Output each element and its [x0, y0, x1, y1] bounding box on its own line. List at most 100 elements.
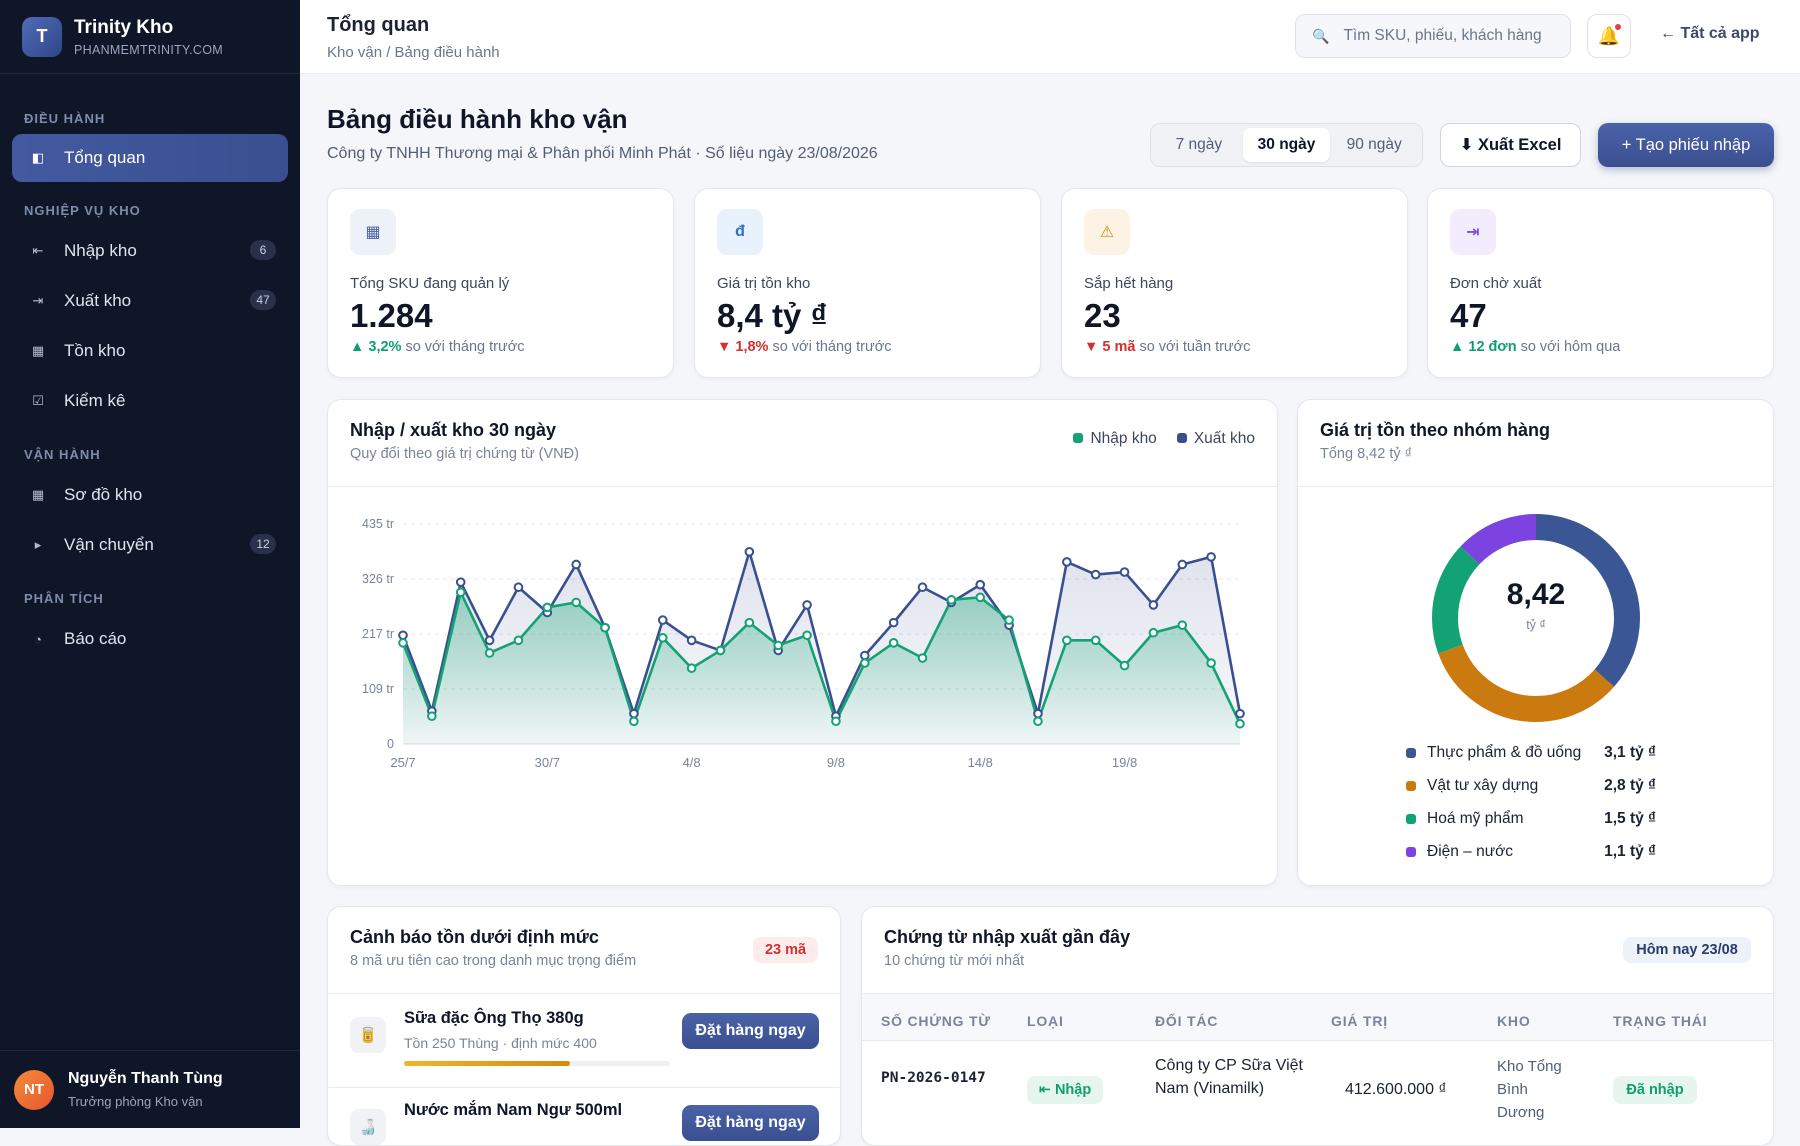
donut-legend-item[interactable]: Thực phẩm & đồ uống 3,1 tỷ ₫ [1406, 744, 1656, 762]
data-point-inbound [1033, 716, 1043, 727]
data-point-inbound [715, 645, 726, 656]
data-point-outbound [1033, 708, 1043, 719]
voucher-code[interactable]: PN-2026-0147 [881, 1070, 986, 1086]
card-divider [328, 486, 1277, 487]
grid-icon: ▦ [350, 209, 396, 255]
kpi-label: Giá trị tồn kho [717, 275, 811, 292]
brand[interactable]: T Trinity Kho PHANMEMTRINITY.COM [0, 0, 300, 74]
status-badge: Đã nhập [1613, 1076, 1697, 1104]
kpi-card-sku[interactable]: ▦ Tổng SKU đang quản lý 1.284 ▲ 3,2% so … [327, 188, 674, 378]
kpi-delta: ▲ 3,2% so với tháng trước [350, 339, 524, 355]
data-point-inbound [686, 663, 697, 673]
data-point-outbound [571, 559, 581, 570]
donut-slice[interactable] [1432, 514, 1640, 722]
donut-legend-item[interactable]: Hoá mỹ phẩm 1,5 tỷ ₫ [1406, 810, 1656, 828]
order-now-button[interactable]: Đặt hàng ngay [682, 1013, 819, 1049]
data-point-outbound [629, 708, 639, 719]
topbar: Tổng quan Kho vận / Bảng điều hành 🔍 Tìm… [300, 0, 1800, 74]
column-header[interactable]: LOẠI [1027, 1013, 1064, 1029]
brand-name: Trinity Kho [74, 16, 174, 38]
donut-legend-item[interactable]: Vật tư xây dựng 2,8 tỷ ₫ [1406, 777, 1656, 795]
row-divider [862, 1040, 1773, 1041]
legend-label: Nhập kho [1090, 430, 1157, 447]
legend-label: Thực phẩm & đồ uống [1427, 744, 1582, 761]
truck-icon: ▸ [34, 537, 42, 552]
legend-outbound[interactable]: Xuất kho [1176, 430, 1255, 448]
column-header[interactable]: KHO [1497, 1013, 1531, 1029]
kpi-card-low-stock[interactable]: ⚠ Sắp hết hàng 23 ▼ 5 mã so với tuần trư… [1061, 188, 1408, 378]
outbound-icon: ⇥ [1450, 209, 1496, 255]
category-donut-card: Giá trị tồn theo nhóm hàng Tổng 8,42 tỷ … [1297, 399, 1774, 886]
sidebar-item-label: Tổng quan [64, 148, 146, 167]
kpi-delta: ▼ 1,8% so với tháng trước [717, 339, 891, 355]
donut-center-value: 8,42 [1506, 578, 1566, 611]
search-input[interactable]: 🔍 Tìm SKU, phiếu, khách hàng [1295, 14, 1571, 58]
column-header[interactable]: SỐ CHỨNG TỪ [881, 1013, 991, 1029]
data-point-outbound [1235, 708, 1245, 719]
range-30-days[interactable]: 30 ngày [1242, 128, 1331, 162]
data-point-inbound [1004, 615, 1014, 625]
export-excel-button[interactable]: ⬇ Xuất Excel [1440, 123, 1581, 167]
legend-value: 1,5 tỷ ₫ [1604, 810, 1656, 827]
legend-inbound[interactable]: Nhập kho [1073, 430, 1157, 448]
all-apps-link[interactable]: ← Tất cả app [1660, 25, 1760, 42]
sidebar-item-van-chuyen[interactable]: ▸ Vận chuyển 12 [12, 520, 288, 570]
donut-slice[interactable] [1432, 514, 1640, 722]
chart-subtitle: Tổng 8,42 tỷ ₫ [1320, 446, 1413, 462]
recent-vouchers-card: Chứng từ nhập xuất gần đây 10 chứng từ m… [861, 906, 1774, 1146]
kpi-change: ▼ 1,8% [717, 339, 769, 355]
data-point-outbound [859, 650, 870, 661]
outbound-icon: ⇥ [32, 293, 44, 308]
column-header[interactable]: GIÁ TRỊ [1331, 1013, 1388, 1029]
kpi-card-inventory-value[interactable]: đ Giá trị tồn kho 8,4 tỷ ₫ ▼ 1,8% so với… [694, 188, 1041, 378]
sidebar-item-label: Báo cáo [64, 629, 127, 648]
card-subtitle: 8 mã ưu tiên cao trong danh mục trọng đi… [350, 953, 637, 969]
notification-button[interactable]: 🔔 [1587, 14, 1631, 58]
sidebar-item-so-do-kho[interactable]: ▦ Sơ đồ kho [12, 470, 288, 520]
warehouse-name: Kho Tổng Bình Dương [1497, 1058, 1562, 1121]
sidebar-item-kiem-ke[interactable]: ☑ Kiểm kê [12, 376, 288, 426]
kpi-value: 8,4 tỷ ₫ [717, 297, 828, 334]
kpi-note: so với tháng trước [405, 339, 525, 355]
kpi-delta: ▲ 12 đơn so với hôm qua [1450, 339, 1620, 355]
type-badge: ⇤ Nhập [1027, 1076, 1103, 1104]
kpi-card-pending-orders[interactable]: ⇥ Đơn chờ xuất 47 ▲ 12 đơn so với hôm qu… [1427, 188, 1774, 378]
donut-slice[interactable] [1432, 514, 1640, 722]
sidebar-item-label: Tồn kho [64, 341, 126, 360]
sidebar-item-bao-cao[interactable]: ◔ Báo cáo [12, 614, 288, 664]
sidebar-item-ton-kho[interactable]: ▦ Tồn kho [12, 326, 288, 376]
donut-chart [1432, 514, 1640, 722]
donut-legend-item[interactable]: Điện – nước 1,1 tỷ ₫ [1406, 843, 1656, 861]
data-point-outbound [802, 600, 812, 610]
donut-center-unit: tỷ ₫ [1526, 618, 1546, 632]
data-point-inbound [1177, 620, 1188, 630]
data-point-inbound [513, 635, 524, 646]
range-7-days[interactable]: 7 ngày [1175, 136, 1223, 153]
user-profile[interactable]: NT Nguyễn Thanh Tùng Trưởng phòng Kho vậ… [0, 1050, 300, 1128]
data-point-outbound [917, 582, 928, 593]
data-point-outbound [1206, 552, 1216, 562]
sidebar-item-nhap-kho[interactable]: ⇤ Nhập kho 6 [12, 226, 288, 276]
chart-legend: Nhập kho Xuất kho [1073, 430, 1255, 448]
order-now-button[interactable]: Đặt hàng ngay [682, 1105, 819, 1141]
breadcrumb[interactable]: Kho vận / Bảng điều hành [327, 44, 500, 61]
create-receipt-button[interactable]: + Tạo phiếu nhập [1598, 123, 1774, 167]
column-header[interactable]: ĐỐI TÁC [1155, 1013, 1219, 1029]
range-90-days[interactable]: 90 ngày [1346, 136, 1402, 153]
section-nghiep-vu: NGHIỆP VỤ KHO [24, 203, 141, 218]
data-point-inbound [946, 595, 957, 605]
data-point-outbound [975, 579, 986, 590]
stock-level-fill [404, 1061, 571, 1066]
flow-line-chart: 0 109 tr 217 tr 326 tr 435 tr 25/7 30/7 4/8 9/8 1… [362, 517, 1245, 770]
data-point-outbound [1062, 557, 1072, 567]
sidebar-item-xuat-kho[interactable]: ⇥ Xuất kho 47 [12, 276, 288, 326]
data-point-inbound [1148, 627, 1159, 638]
sidebar-item-label: Nhập kho [64, 241, 137, 260]
avatar: NT [14, 1069, 54, 1110]
sidebar-item-tong-quan[interactable]: ◧ Tổng quan [12, 134, 288, 182]
column-header[interactable]: TRẠNG THÁI [1613, 1013, 1708, 1029]
data-point-outbound [1119, 567, 1130, 577]
card-divider [1298, 486, 1773, 487]
card-divider [328, 993, 840, 994]
page-subtitle: Công ty TNHH Thương mại & Phân phối Minh… [327, 145, 878, 162]
